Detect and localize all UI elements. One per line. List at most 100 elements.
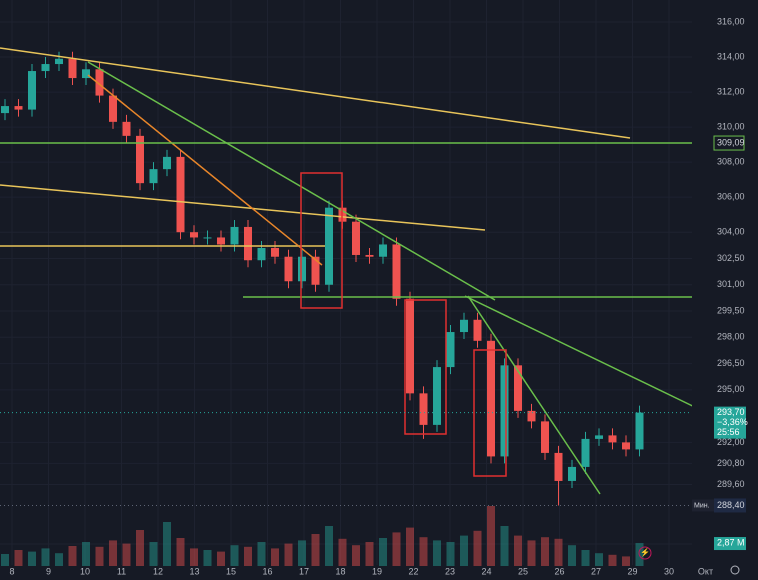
volume-bar [190, 548, 198, 566]
axis-labels: 316,00 314,00 312,00 310,00 308,00 306,00 304,… [9, 16, 744, 576]
y-tick-label: 295,00 [717, 384, 745, 394]
candle-body [136, 135, 144, 184]
volume-bar [122, 543, 131, 566]
volume-bar [500, 526, 509, 566]
trend-line[interactable] [87, 61, 496, 301]
trend-line[interactable] [464, 295, 706, 413]
volume-bar [28, 551, 36, 566]
candle-body [379, 244, 387, 257]
x-tick-label: 17 [299, 566, 309, 576]
level-label-box [713, 135, 745, 151]
minimum-label-box [714, 498, 746, 513]
volume-bar [338, 538, 347, 566]
candle-body [28, 71, 36, 110]
highlight-box[interactable] [300, 172, 343, 309]
volume-label: 2,87 M [717, 537, 745, 547]
candle-body [230, 226, 239, 245]
volume-bar [203, 550, 212, 566]
candle-body [122, 121, 131, 136]
candle-body [217, 237, 225, 245]
alert-icon-glyph[interactable]: ⚡ [640, 547, 650, 557]
candle-body [608, 435, 617, 443]
candle-body [82, 69, 90, 79]
volume-bar [473, 530, 482, 566]
candle-body [581, 438, 590, 467]
candle-body [595, 435, 603, 439]
last-price-change: −3,36% [717, 417, 748, 427]
y-tick-label: 306,00 [717, 192, 745, 202]
alert-icon[interactable] [638, 546, 652, 560]
highlight-box[interactable] [473, 349, 507, 477]
y-tick-label: 298,00 [717, 332, 745, 342]
volume-bar [365, 542, 374, 566]
x-tick-label: 23 [445, 566, 455, 576]
y-tick-label: 312,00 [717, 86, 745, 96]
x-tick-label: 27 [591, 566, 601, 576]
grid [0, 0, 706, 565]
trend-line[interactable] [467, 295, 601, 495]
volume-bar [581, 550, 590, 566]
highlight-box[interactable] [404, 299, 447, 435]
y-tick-label: 314,00 [717, 51, 745, 61]
candle-body [244, 226, 252, 261]
candle-body [1, 106, 9, 114]
x-tick-label: 22 [408, 566, 418, 576]
y-tick-label: 290,80 [717, 458, 745, 468]
candle-body [203, 237, 212, 239]
candle-body [95, 69, 104, 96]
x-tick-label: 26 [554, 566, 564, 576]
volume-bar [284, 543, 293, 566]
candle-body [311, 256, 320, 285]
volume-bar [1, 554, 9, 566]
volume-bar [568, 545, 576, 566]
x-tick-label: 15 [226, 566, 236, 576]
x-tick-label: 11 [117, 566, 126, 576]
candle-body [325, 207, 333, 285]
trend-line[interactable] [0, 47, 631, 139]
y-tick-label: 301,00 [717, 279, 745, 289]
x-tick-label: 30 [664, 566, 674, 576]
volume-bar [14, 550, 23, 566]
volume-bar [352, 545, 360, 566]
candle-body [419, 393, 428, 425]
x-tick-label: 29 [627, 566, 637, 576]
volume-bar [406, 527, 414, 566]
volume-bar [257, 542, 266, 566]
trend-line[interactable] [87, 74, 323, 266]
candle-body [68, 58, 77, 79]
candle-body [41, 64, 50, 72]
candle-body [622, 442, 630, 450]
volume-bar [109, 540, 117, 566]
minimum-label: 288,40 [717, 500, 745, 510]
candle-body [392, 244, 401, 299]
x-tick-label: 13 [189, 566, 199, 576]
y-tick-label: 310,00 [717, 121, 745, 131]
volume-bar [325, 526, 333, 566]
last-price-label: 293,70 [717, 407, 745, 417]
candle-body [284, 256, 293, 282]
volume-bar [392, 532, 401, 566]
candle-body [271, 247, 279, 257]
y-tick-label: 296,50 [717, 358, 745, 368]
candle-body [514, 365, 522, 411]
candle-body [176, 156, 185, 233]
x-tick-label: 9 [46, 566, 51, 576]
volume-bar [446, 542, 455, 566]
volume-bar [311, 534, 320, 566]
candle-body [446, 332, 455, 368]
candle-body [257, 247, 266, 261]
settings-icon[interactable] [730, 565, 740, 575]
volume-bar [379, 538, 387, 566]
x-tick-label: 16 [262, 566, 272, 576]
trend-line[interactable] [0, 184, 486, 231]
candle-body [635, 412, 644, 450]
x-tick-label: 18 [335, 566, 345, 576]
bar-timer: 25:56 [717, 427, 740, 437]
x-tick-label: 25 [518, 566, 528, 576]
x-tick-label: 8 [9, 566, 14, 576]
volume-bar [163, 522, 171, 566]
volume-bar [230, 545, 239, 566]
volume-bar [68, 546, 77, 566]
